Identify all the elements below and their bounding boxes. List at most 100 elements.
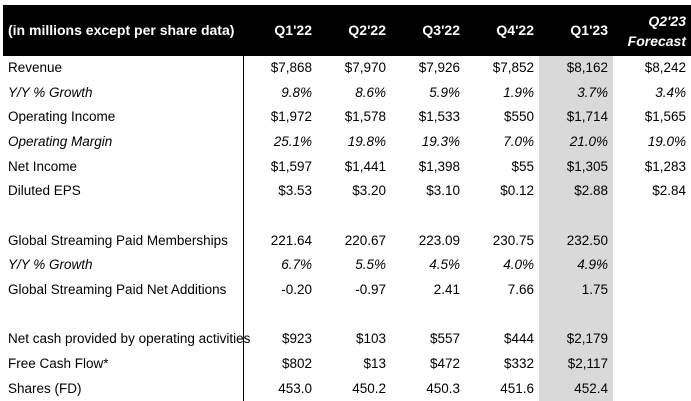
table-row: Global Streaming Paid Memberships 221.64 2…: [3, 227, 691, 253]
cell-q2-23-forecast: [613, 351, 691, 376]
cell-q4-22: [465, 203, 539, 228]
cell-q2-23-forecast: [613, 253, 691, 278]
cell-q4-22: 7.0%: [503, 133, 534, 149]
header-q3-22: Q3'22: [391, 5, 465, 55]
cell-q1-23: $1,714: [539, 104, 613, 130]
cell-q1-23: $2.88: [539, 178, 613, 204]
row-label: Y/Y % Growth: [8, 84, 93, 100]
cell-q2-22: 19.8%: [347, 133, 386, 149]
table-row: Net cash provided by operating activitie…: [3, 326, 691, 352]
cell-q1-22: [242, 203, 317, 228]
table-header-row: (in millions except per share data) Q1'2…: [3, 5, 691, 55]
cell-q2-23-forecast: $1,283: [644, 158, 686, 174]
cell-q1-23: $2,117: [539, 351, 613, 376]
cell-q2-23-forecast: $2.84: [652, 183, 686, 199]
cell-q3-22: $557: [429, 331, 460, 347]
cell-q2-23-forecast: $1,565: [644, 109, 686, 125]
cell-q2-23-forecast: 19.0%: [647, 133, 686, 149]
cell-q1-22: 6.7%: [242, 252, 317, 278]
cell-q2-23-forecast: 3.4%: [655, 84, 686, 100]
cell-q4-22: [465, 302, 539, 327]
cell-q4-22: 4.0%: [503, 257, 534, 273]
row-label: Y/Y % Growth: [8, 257, 93, 273]
header-q2-22: Q2'22: [317, 5, 391, 55]
cell-q1-22: $3.53: [242, 178, 317, 204]
cell-q4-22: $332: [503, 356, 534, 372]
cell-q1-22: $1,597: [242, 153, 317, 179]
table-body: Revenue $7,868 $7,970 $7,926 $7,852 $8,162 $8,…: [3, 54, 691, 401]
header-q2-23-forecast: Q2'23 Forecast: [613, 5, 691, 55]
row-label: Operating Income: [8, 109, 116, 125]
row-label: [3, 203, 243, 228]
cell-q1-22: $1,972: [242, 104, 317, 130]
table-row: Y/Y % Growth 9.8% 8.6% 5.9% 1.9% 3.7% 3.4%: [3, 79, 691, 105]
cell-q2-22: $103: [355, 331, 386, 347]
cell-q2-22: 8.6%: [355, 84, 386, 100]
cell-q3-22: 19.3%: [421, 133, 460, 149]
cell-q1-23: $8,162: [539, 54, 613, 80]
header-q4-22: Q4'22: [465, 5, 539, 55]
cell-q1-22: $7,868: [242, 54, 317, 80]
row-label: Global Streaming Paid Memberships: [8, 232, 228, 248]
cell-q1-23: 21.0%: [539, 129, 613, 154]
cell-q1-23: 232.50: [539, 227, 613, 253]
cell-q2-23-forecast: [613, 203, 691, 228]
cell-q2-23-forecast: [613, 228, 691, 253]
cell-q2-22: [317, 203, 391, 228]
cell-q2-22: [317, 302, 391, 327]
row-label: [3, 302, 243, 327]
cell-q2-23-forecast: [613, 327, 691, 352]
cell-q3-22: 2.41: [433, 282, 460, 298]
cell-q2-22: $1,441: [344, 158, 386, 174]
cell-q2-22: 450.2: [352, 380, 386, 396]
table-row: Diluted EPS $3.53 $3.20 $3.10 $0.12 $2.88 $2.8…: [3, 178, 691, 204]
cell-q1-22: 25.1%: [242, 129, 317, 154]
cell-q3-22: $1,533: [418, 109, 460, 125]
cell-q1-22: 221.64: [242, 227, 317, 253]
cell-q1-22: $923: [242, 326, 317, 352]
cell-q3-22: [391, 203, 465, 228]
spacer-row: [3, 301, 691, 327]
cell-q4-22: 1.9%: [503, 84, 534, 100]
cell-q3-22: 4.5%: [429, 257, 460, 273]
cell-q1-22: [242, 301, 317, 327]
cell-q2-23-forecast: $8,242: [613, 54, 691, 80]
cell-q2-22: 5.5%: [355, 257, 386, 273]
cell-q1-22: 9.8%: [242, 79, 317, 105]
cell-q4-22: $0.12: [500, 183, 534, 199]
cell-q4-22: 7.66: [507, 282, 534, 298]
cell-q2-22: -0.97: [355, 282, 386, 298]
forecast-label: Forecast: [627, 32, 686, 49]
cell-q3-22: 5.9%: [429, 84, 460, 100]
header-q1-23: Q1'23: [539, 5, 613, 55]
cell-q2-23-forecast: [613, 302, 691, 327]
cell-q4-22: 451.6: [500, 380, 534, 396]
table-row: Revenue $7,868 $7,970 $7,926 $7,852 $8,162 $8,…: [3, 54, 691, 80]
cell-q1-23: $2,179: [539, 326, 613, 352]
cell-q2-22: $1,578: [344, 109, 386, 125]
cell-q1-23: [539, 203, 613, 228]
cell-q1-22: 453.0: [242, 375, 317, 401]
table-row: Global Streaming Paid Net Additions -0.20…: [3, 277, 691, 302]
table-row: Operating Income $1,972 $1,578 $1,533 $550 $1…: [3, 104, 691, 130]
cell-q2-22: $7,970: [317, 54, 391, 80]
cell-q3-22: 450.3: [426, 380, 460, 396]
row-label: Global Streaming Paid Net Additions: [8, 282, 227, 298]
table-row: Free Cash Flow* $802 $13 $472 $332 $2,117: [3, 351, 691, 376]
cell-q1-23: $1,305: [539, 153, 613, 179]
cell-q2-22: $3.20: [352, 183, 386, 199]
cell-q1-23: [539, 301, 613, 327]
row-label: Diluted EPS: [8, 183, 81, 199]
cell-q3-22: 223.09: [418, 232, 460, 248]
header-label: (in millions except per share data): [3, 5, 243, 55]
cell-q1-23: 452.4: [539, 375, 613, 401]
table-row: Y/Y % Growth 6.7% 5.5% 4.5% 4.0% 4.9%: [3, 252, 691, 278]
cell-q1-23: 3.7%: [539, 79, 613, 105]
cell-q2-23-forecast: [613, 277, 691, 302]
table-row: Operating Margin 25.1% 19.8% 19.3% 7.0% 21.0%…: [3, 129, 691, 154]
spacer-row: [3, 203, 691, 228]
cell-q3-22: $1,398: [418, 158, 460, 174]
row-label: Shares (FD): [8, 380, 82, 396]
cell-q3-22: $7,926: [391, 54, 465, 80]
